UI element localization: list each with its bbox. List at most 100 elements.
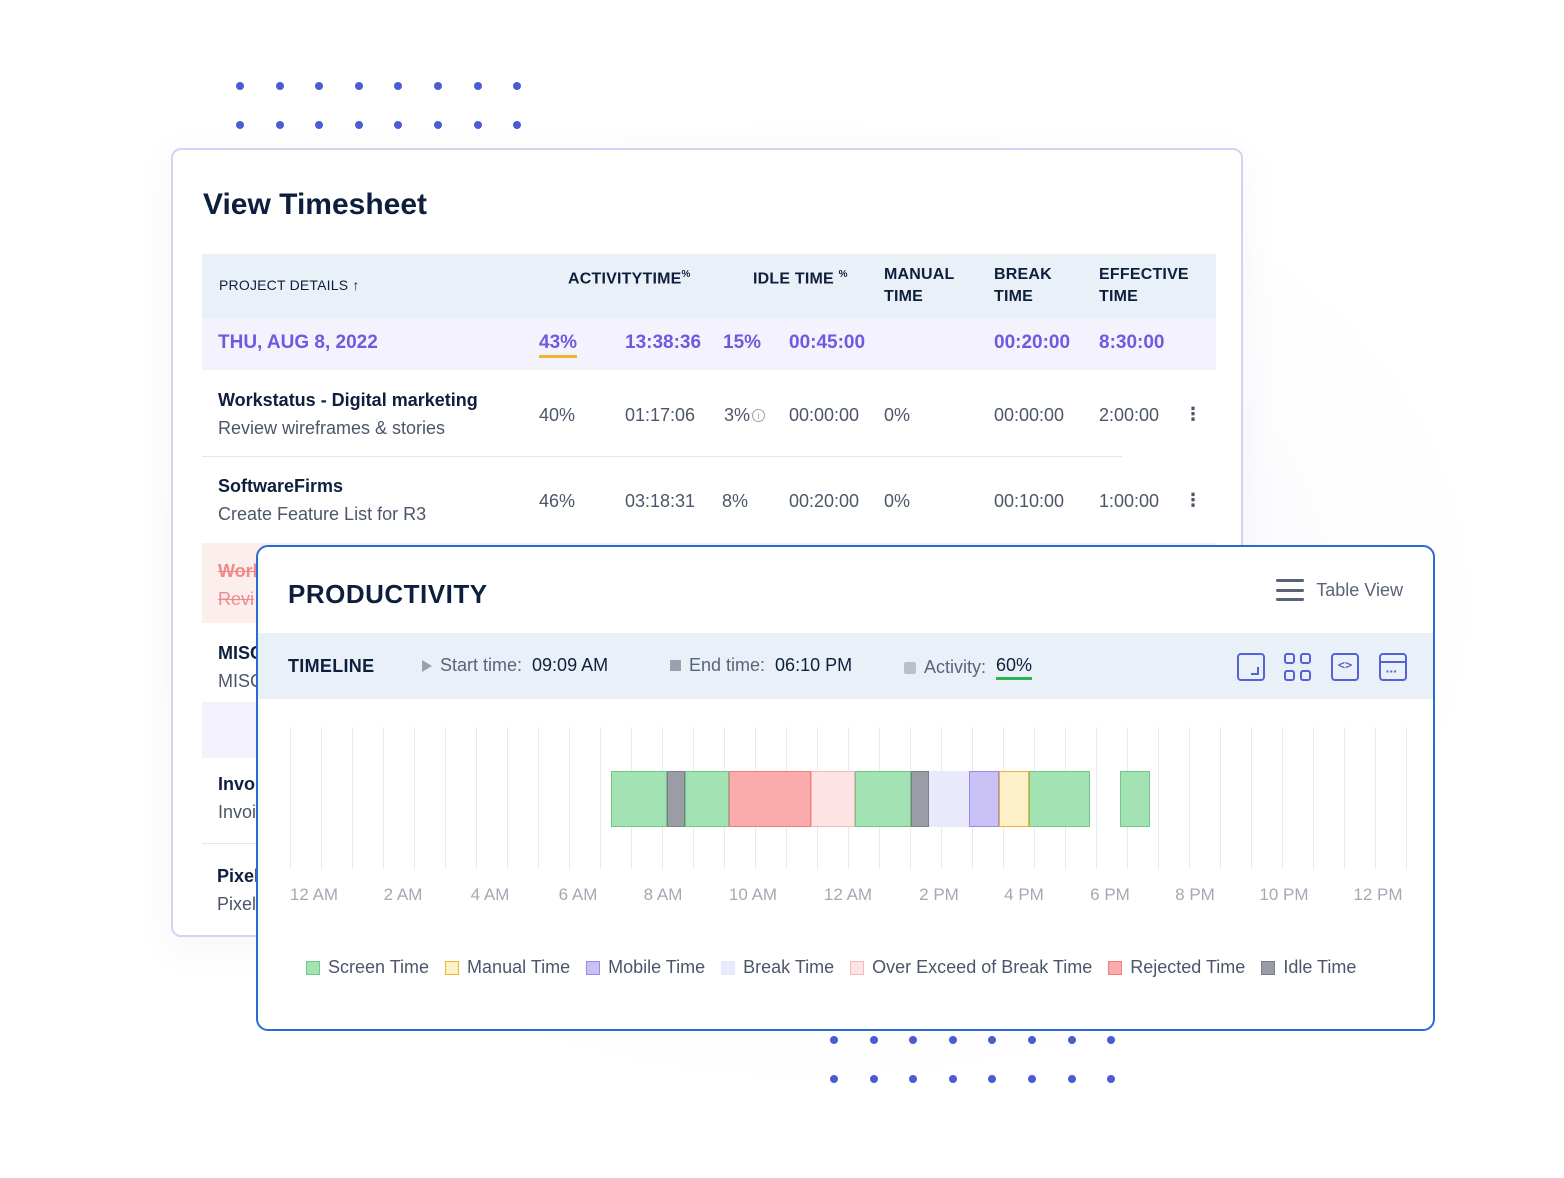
- end-time: End time: 06:10 PM: [670, 655, 852, 676]
- gridline: [1282, 727, 1283, 869]
- table-row[interactable]: Workstatus - Digital marketing Review wi…: [202, 370, 1216, 456]
- x-tick-label: 2 AM: [383, 885, 423, 904]
- task-name: Pixel: [217, 894, 257, 914]
- gridline: [1189, 727, 1190, 869]
- day-date: THU, AUG 8, 2022: [218, 332, 378, 353]
- gridline: [321, 727, 322, 869]
- x-tick-label: 4 AM: [470, 885, 510, 904]
- column-break-time[interactable]: BREAK TIME: [994, 266, 1052, 305]
- timeline-segment-screen[interactable]: [685, 771, 730, 827]
- timeline-segment-over_break[interactable]: [810, 771, 855, 827]
- activity-summary: Activity: 60%: [904, 655, 1033, 680]
- gridline: [414, 727, 415, 869]
- column-manual-time[interactable]: MANUAL TIME: [884, 266, 955, 305]
- timeline-label: TIMELINE: [288, 656, 375, 676]
- table-view-label: Table View: [1316, 579, 1403, 600]
- legend-item-mobile: Mobile Time: [586, 957, 705, 978]
- day-time: 13:38:36: [625, 332, 702, 353]
- legend-swatch: [1108, 960, 1123, 975]
- legend-item-screen: Screen Time: [306, 957, 429, 978]
- column-activity[interactable]: ACTIVITYTIME%: [568, 269, 691, 288]
- more-options-icon[interactable]: ⋮: [1184, 404, 1202, 424]
- timeline-chart: 12 AM 2 AM 4 AM 6 AM 8 AM 10 AM 12 AM 2 PM 4 PM 6…: [258, 699, 1433, 919]
- legend-label: Manual Time: [467, 957, 571, 977]
- gridline: [507, 727, 508, 869]
- timeline-segment-rejected[interactable]: [729, 771, 811, 827]
- timeline-segment-idle[interactable]: [666, 771, 686, 827]
- gridline: [445, 727, 446, 869]
- project-name: MISC: [218, 643, 263, 663]
- gridline: [1158, 727, 1159, 869]
- row-effective: 2:00:00: [1099, 405, 1160, 425]
- legend-label: Mobile Time: [608, 957, 706, 977]
- x-tick-label: 12 PM: [1353, 885, 1403, 904]
- timeline-segment-screen[interactable]: [854, 771, 911, 827]
- timeline-segment-screen[interactable]: [1120, 771, 1151, 827]
- timeline-segment-mobile[interactable]: [968, 771, 1000, 827]
- row-idle-pct: 3% i: [724, 405, 766, 426]
- row-activity: 40%: [539, 405, 576, 425]
- x-tick-label: 6 PM: [1090, 885, 1130, 904]
- day-break-time: 00:20:00: [994, 332, 1071, 353]
- project-name: Invo: [218, 774, 256, 794]
- gridline: [1313, 727, 1314, 869]
- gridline: [476, 727, 477, 869]
- page-title: View Timesheet: [203, 188, 428, 221]
- table-row[interactable]: SoftwareFirms Create Feature List for R3…: [202, 456, 1216, 542]
- code-icon[interactable]: <>: [1331, 653, 1359, 681]
- timeline-segment-break[interactable]: [929, 771, 969, 827]
- row-divider: [202, 456, 1122, 457]
- gridline: [1344, 727, 1345, 869]
- legend-swatch: [850, 960, 865, 975]
- legend-item-break: Break Time: [721, 957, 834, 978]
- day-idle-pct: 15%: [723, 332, 762, 353]
- decorative-dots-bottom: [830, 1036, 1147, 1083]
- timeline-segment-manual[interactable]: [999, 771, 1030, 827]
- project-name: Worl: [218, 561, 258, 581]
- timeline-segment-idle[interactable]: [910, 771, 930, 827]
- calendar-icon[interactable]: ▪▪▪: [1379, 653, 1407, 681]
- info-icon[interactable]: i: [752, 409, 766, 422]
- column-project-details[interactable]: PROJECT DETAILS ↑: [219, 277, 360, 293]
- row-effective: 1:00:00: [1099, 491, 1160, 511]
- legend-swatch: [1261, 960, 1276, 975]
- x-tick-label: 10 AM: [728, 885, 778, 904]
- row-manual: 0%: [884, 491, 911, 511]
- table-header: PROJECT DETAILS ↑ ACTIVITYTIME% IDLE TIM…: [202, 254, 1216, 318]
- row-idle-time: 00:00:00: [789, 405, 860, 425]
- x-tick-label: 6 AM: [558, 885, 598, 904]
- column-effective-time[interactable]: EFFECTIVE TIME: [1099, 266, 1189, 305]
- x-tick-label: 12 AM: [823, 885, 873, 904]
- row-time: 01:17:06: [625, 405, 696, 425]
- table-row[interactable]: Pixel Pixel: [202, 844, 1216, 935]
- grid-icon[interactable]: [1284, 653, 1312, 681]
- row-break: 00:00:00: [994, 405, 1065, 425]
- day-effective-time: 8:30:00: [1099, 332, 1165, 353]
- timeline-segment-screen[interactable]: [610, 771, 667, 827]
- task-name: Review wireframes & stories: [218, 418, 446, 438]
- day-idle-time: 00:45:00: [789, 332, 866, 353]
- timeline-segment-screen[interactable]: [1029, 771, 1090, 827]
- gridline: [352, 727, 353, 869]
- fullscreen-icon[interactable]: [1237, 653, 1265, 681]
- gridline: [1220, 727, 1221, 869]
- more-options-icon[interactable]: ⋮: [1184, 490, 1202, 510]
- table-view-toggle[interactable]: Table View: [1276, 579, 1403, 601]
- task-name: Create Feature List for R3: [218, 504, 427, 524]
- gridline: [1096, 727, 1097, 869]
- gridline: [290, 727, 291, 869]
- x-tick-label: 8 AM: [643, 885, 683, 904]
- table-row[interactable]: Invo Invoi: [202, 758, 1216, 844]
- chart-legend: Screen Time Manual Time Mobile Time Break T…: [306, 957, 1356, 978]
- day-activity: 43%: [539, 332, 578, 358]
- menu-icon: [1276, 579, 1305, 601]
- column-idle-time[interactable]: IDLE TIME %: [753, 269, 848, 288]
- legend-label: Break Time: [743, 957, 835, 977]
- decorative-dots-top: [236, 82, 553, 129]
- task-name: Invoi: [218, 802, 257, 822]
- x-tick-label: 12 AM: [289, 885, 339, 904]
- legend-swatch: [721, 960, 736, 975]
- x-tick-label: 2 PM: [919, 885, 959, 904]
- legend-label: Rejected Time: [1130, 957, 1246, 977]
- x-tick-label: 10 PM: [1259, 885, 1309, 904]
